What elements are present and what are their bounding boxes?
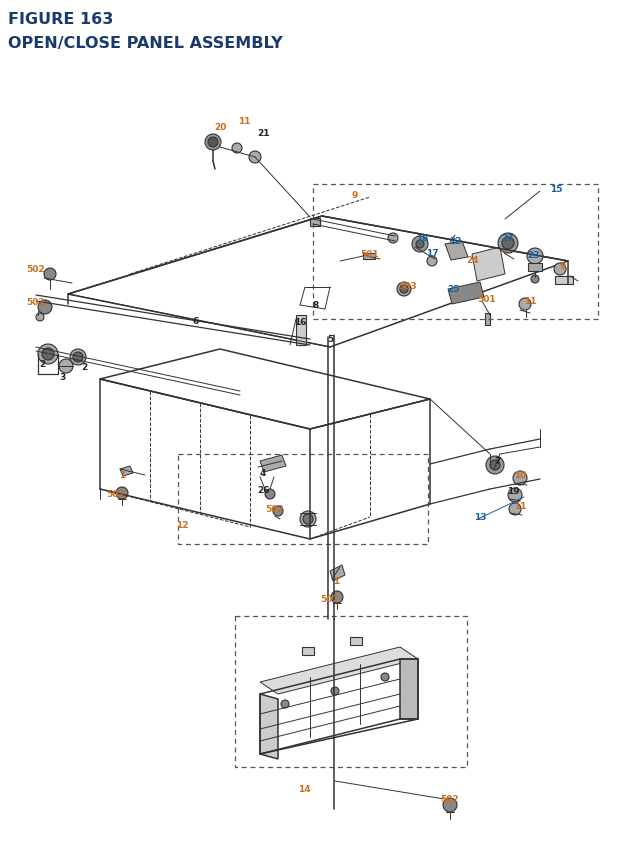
Circle shape — [38, 300, 52, 314]
Text: FIGURE 163: FIGURE 163 — [8, 12, 113, 27]
Text: 14: 14 — [298, 784, 310, 794]
Circle shape — [205, 135, 221, 151]
Text: 24: 24 — [467, 257, 479, 265]
Circle shape — [59, 360, 73, 374]
Circle shape — [208, 138, 218, 148]
Text: 6: 6 — [193, 317, 199, 326]
Circle shape — [509, 504, 521, 516]
Text: 1: 1 — [119, 471, 125, 480]
Text: 20: 20 — [214, 123, 226, 133]
Text: 9: 9 — [560, 263, 566, 271]
Text: 27: 27 — [502, 234, 515, 243]
Text: 19: 19 — [507, 487, 519, 496]
Text: 502: 502 — [321, 595, 339, 604]
Circle shape — [300, 511, 316, 528]
Text: OPEN/CLOSE PANEL ASSEMBLY: OPEN/CLOSE PANEL ASSEMBLY — [8, 36, 283, 51]
Text: 502: 502 — [441, 795, 460, 803]
Text: 4: 4 — [260, 469, 266, 478]
Polygon shape — [260, 647, 418, 694]
Polygon shape — [445, 242, 468, 261]
Circle shape — [331, 687, 339, 695]
Text: 501: 501 — [361, 251, 380, 259]
Polygon shape — [400, 660, 418, 719]
Text: 502: 502 — [266, 505, 284, 514]
Circle shape — [116, 487, 128, 499]
Circle shape — [427, 257, 437, 267]
Circle shape — [443, 798, 457, 812]
Circle shape — [513, 472, 527, 486]
Bar — [363, 254, 375, 260]
Circle shape — [531, 276, 539, 283]
Polygon shape — [120, 467, 133, 476]
Text: 501: 501 — [477, 295, 496, 304]
Circle shape — [412, 237, 428, 253]
Bar — [350, 637, 362, 645]
Circle shape — [397, 282, 411, 297]
Text: 10: 10 — [514, 471, 526, 480]
Circle shape — [400, 286, 408, 294]
Text: 21: 21 — [257, 128, 269, 138]
Bar — [555, 276, 573, 285]
Circle shape — [527, 249, 543, 264]
Bar — [296, 316, 306, 345]
Circle shape — [38, 344, 58, 364]
Text: 502: 502 — [27, 298, 45, 307]
Text: 1: 1 — [333, 577, 339, 585]
Text: 2: 2 — [39, 360, 45, 369]
Text: 18: 18 — [416, 234, 428, 243]
Text: 12: 12 — [176, 521, 188, 530]
Bar — [528, 263, 542, 272]
Text: 16: 16 — [294, 318, 307, 327]
Polygon shape — [260, 455, 286, 473]
Circle shape — [490, 461, 500, 470]
Bar — [302, 647, 314, 655]
Text: 23: 23 — [527, 251, 540, 260]
Text: 15: 15 — [550, 184, 563, 193]
Text: 2: 2 — [81, 363, 87, 372]
Circle shape — [381, 673, 389, 681]
Circle shape — [42, 349, 54, 361]
Text: 11: 11 — [514, 502, 526, 511]
Circle shape — [70, 350, 86, 366]
Text: 25: 25 — [447, 285, 460, 294]
Circle shape — [265, 489, 275, 499]
Circle shape — [273, 506, 283, 517]
Circle shape — [249, 152, 261, 164]
Circle shape — [303, 514, 313, 524]
Circle shape — [331, 592, 343, 604]
Bar — [310, 219, 320, 226]
Circle shape — [36, 313, 44, 322]
Circle shape — [416, 241, 424, 249]
Polygon shape — [472, 248, 505, 282]
Circle shape — [281, 700, 289, 709]
Polygon shape — [260, 694, 278, 759]
Text: 22: 22 — [449, 238, 461, 246]
Text: 7: 7 — [495, 457, 501, 466]
Circle shape — [44, 269, 56, 281]
Circle shape — [508, 488, 522, 503]
Text: 503: 503 — [399, 282, 417, 291]
Text: 5: 5 — [327, 335, 333, 344]
Circle shape — [232, 144, 242, 154]
Text: 11: 11 — [524, 297, 536, 307]
Bar — [485, 313, 490, 325]
Text: 13: 13 — [474, 513, 486, 522]
Circle shape — [486, 456, 504, 474]
Polygon shape — [330, 566, 345, 581]
Text: 502: 502 — [27, 265, 45, 274]
Text: 502: 502 — [107, 490, 125, 499]
Circle shape — [388, 233, 398, 244]
Text: 17: 17 — [426, 249, 438, 258]
Circle shape — [73, 353, 83, 362]
Circle shape — [554, 263, 566, 276]
Text: 9: 9 — [352, 191, 358, 201]
Circle shape — [519, 299, 531, 311]
Polygon shape — [448, 282, 484, 305]
Text: 8: 8 — [313, 301, 319, 310]
Text: 11: 11 — [237, 117, 250, 127]
Text: 26: 26 — [257, 486, 269, 495]
Text: 3: 3 — [59, 373, 65, 382]
Circle shape — [498, 233, 518, 254]
Circle shape — [502, 238, 514, 250]
